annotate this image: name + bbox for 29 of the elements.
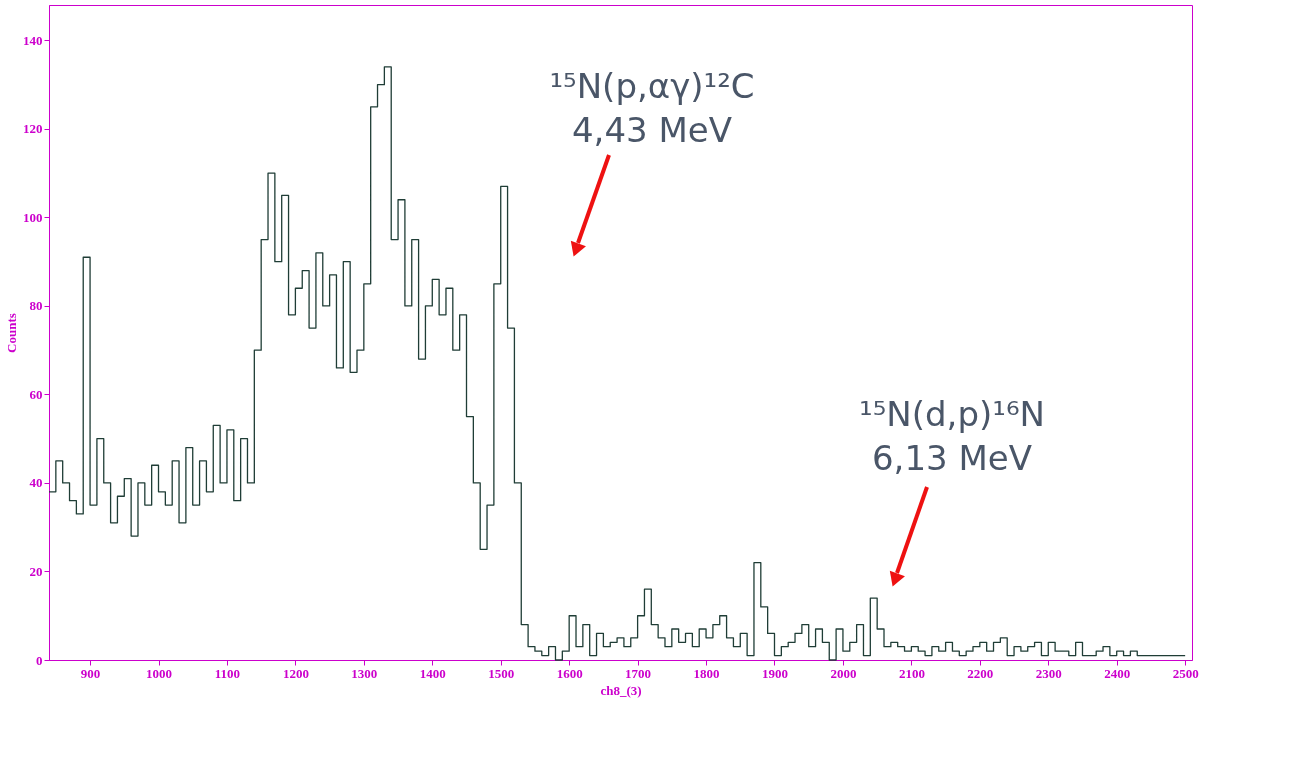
x-tick-label: 1500 <box>488 665 515 681</box>
y-tick-label: 60 <box>29 386 43 402</box>
y-tick-label: 120 <box>23 121 43 137</box>
y-tick-label: 0 <box>36 652 43 668</box>
x-tick-label: 2100 <box>898 665 925 681</box>
x-tick-label: 1800 <box>693 665 720 681</box>
y-tick-label: 40 <box>29 475 43 491</box>
x-axis-title: ch8_(3) <box>600 682 642 698</box>
x-tick-label: 2300 <box>1035 665 1062 681</box>
x-tick-label: 2200 <box>967 665 994 681</box>
x-tick-label: 2400 <box>1104 665 1131 681</box>
annotation: ¹⁵N(p,αγ)¹²C 4,43 MeV <box>549 66 755 150</box>
x-tick-label: 1600 <box>556 665 583 681</box>
y-tick-label: 80 <box>29 298 43 314</box>
y-tick-label: 100 <box>23 209 43 225</box>
x-tick-label: 2500 <box>1172 665 1199 681</box>
x-tick-label: 900 <box>80 665 101 681</box>
x-tick-label: 1700 <box>625 665 652 681</box>
y-axis-title: Counts <box>4 313 19 353</box>
y-tick-label: 140 <box>23 32 43 48</box>
x-tick-label: 1300 <box>351 665 378 681</box>
x-tick-label: 1100 <box>214 665 241 681</box>
x-tick-label: 1400 <box>419 665 446 681</box>
x-tick-label: 1900 <box>762 665 788 681</box>
annotation: ¹⁵N(d,p)¹⁶N 6,13 MeV <box>859 394 1045 478</box>
x-tick-label: 2000 <box>830 665 857 681</box>
x-tick-label: 1000 <box>146 665 173 681</box>
x-tick-label: 1200 <box>282 665 309 681</box>
y-tick-label: 20 <box>29 563 43 579</box>
